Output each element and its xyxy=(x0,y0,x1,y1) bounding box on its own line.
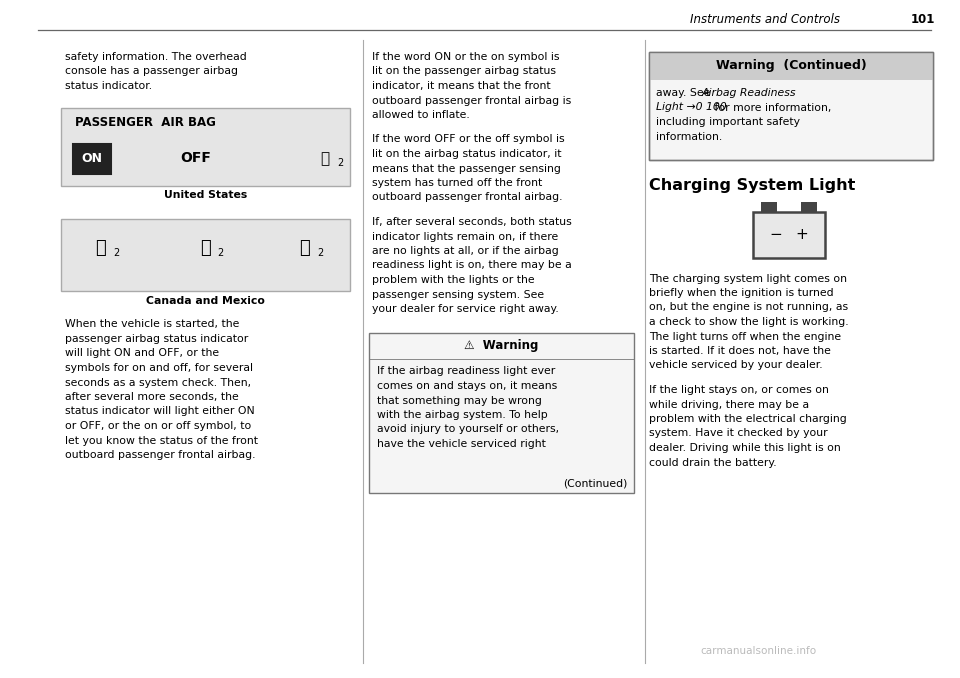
Text: system has turned off the front: system has turned off the front xyxy=(372,178,542,188)
Text: Canada and Mexico: Canada and Mexico xyxy=(146,296,265,306)
Text: If the light stays on, or comes on: If the light stays on, or comes on xyxy=(649,385,828,395)
Text: seconds as a system check. Then,: seconds as a system check. Then, xyxy=(65,378,252,388)
Text: including important safety: including important safety xyxy=(656,117,800,127)
Text: that something may be wrong: that something may be wrong xyxy=(377,395,541,405)
Text: lit on the passenger airbag status: lit on the passenger airbag status xyxy=(372,66,556,77)
Text: United States: United States xyxy=(164,191,247,201)
Text: passenger sensing system. See: passenger sensing system. See xyxy=(372,290,544,300)
Text: 2: 2 xyxy=(317,247,324,258)
Text: lit on the airbag status indicator, it: lit on the airbag status indicator, it xyxy=(372,149,562,159)
Text: Airbag Readiness: Airbag Readiness xyxy=(702,88,797,98)
Text: outboard passenger frontal airbag.: outboard passenger frontal airbag. xyxy=(372,193,563,203)
Text: ⛹: ⛹ xyxy=(321,151,329,166)
Text: ⛹: ⛹ xyxy=(96,239,107,258)
Text: Warning  (Continued): Warning (Continued) xyxy=(715,60,866,73)
Text: 101: 101 xyxy=(911,13,935,26)
Text: Light →0 100: Light →0 100 xyxy=(656,102,727,113)
Text: or OFF, or the on or off symbol, to: or OFF, or the on or off symbol, to xyxy=(65,421,252,431)
Bar xyxy=(753,212,825,258)
Text: passenger airbag status indicator: passenger airbag status indicator xyxy=(65,334,249,344)
Text: on, but the engine is not running, as: on, but the engine is not running, as xyxy=(649,302,848,313)
Text: are no lights at all, or if the airbag: are no lights at all, or if the airbag xyxy=(372,246,559,256)
Bar xyxy=(649,52,933,80)
Text: OFF: OFF xyxy=(180,151,211,165)
Text: ⛹: ⛹ xyxy=(200,239,211,258)
Text: symbols for on and off, for several: symbols for on and off, for several xyxy=(65,363,253,373)
Text: When the vehicle is started, the: When the vehicle is started, the xyxy=(65,319,239,330)
Text: briefly when the ignition is turned: briefly when the ignition is turned xyxy=(649,288,833,298)
Text: ON: ON xyxy=(82,152,103,165)
Text: −: − xyxy=(770,227,782,242)
Text: Instruments and Controls: Instruments and Controls xyxy=(690,13,840,26)
Text: problem with the electrical charging: problem with the electrical charging xyxy=(649,414,847,424)
Text: indicator, it means that the front: indicator, it means that the front xyxy=(372,81,551,91)
Text: (Continued): (Continued) xyxy=(564,479,628,489)
Bar xyxy=(369,332,634,492)
Text: away. See: away. See xyxy=(656,88,714,98)
Bar xyxy=(61,218,350,290)
Text: problem with the lights or the: problem with the lights or the xyxy=(372,275,535,285)
Bar xyxy=(761,201,777,212)
Text: let you know the status of the front: let you know the status of the front xyxy=(65,435,258,445)
Text: 2: 2 xyxy=(337,159,343,169)
Text: for more information,: for more information, xyxy=(711,102,831,113)
Text: will light ON and OFF, or the: will light ON and OFF, or the xyxy=(65,348,219,359)
Text: indicator lights remain on, if there: indicator lights remain on, if there xyxy=(372,231,559,241)
Text: ⛹: ⛹ xyxy=(300,239,310,258)
Text: allowed to inflate.: allowed to inflate. xyxy=(372,110,469,120)
Text: +: + xyxy=(796,227,808,242)
Text: means that the passenger sensing: means that the passenger sensing xyxy=(372,163,561,174)
Text: a check to show the light is working.: a check to show the light is working. xyxy=(649,317,849,327)
Text: information.: information. xyxy=(656,132,722,142)
Text: console has a passenger airbag: console has a passenger airbag xyxy=(65,66,238,77)
Text: PASSENGER  AIR BAG: PASSENGER AIR BAG xyxy=(75,115,216,129)
Text: If the word OFF or the off symbol is: If the word OFF or the off symbol is xyxy=(372,134,564,144)
Bar xyxy=(649,52,933,160)
Text: readiness light is on, there may be a: readiness light is on, there may be a xyxy=(372,260,572,271)
Text: If, after several seconds, both status: If, after several seconds, both status xyxy=(372,217,572,227)
Bar xyxy=(801,201,817,212)
Text: 2: 2 xyxy=(217,247,224,258)
Bar xyxy=(649,52,933,160)
Text: safety information. The overhead: safety information. The overhead xyxy=(65,52,247,62)
Text: avoid injury to yourself or others,: avoid injury to yourself or others, xyxy=(377,424,559,435)
Text: The light turns off when the engine: The light turns off when the engine xyxy=(649,332,841,342)
Text: The charging system light comes on: The charging system light comes on xyxy=(649,273,847,283)
Text: your dealer for service right away.: your dealer for service right away. xyxy=(372,304,559,314)
Text: while driving, there may be a: while driving, there may be a xyxy=(649,399,809,410)
Text: carmanualsonline.info: carmanualsonline.info xyxy=(700,646,816,656)
Text: If the word ON or the on symbol is: If the word ON or the on symbol is xyxy=(372,52,560,62)
Bar xyxy=(73,144,111,174)
Text: could drain the battery.: could drain the battery. xyxy=(649,458,777,468)
Text: dealer. Driving while this light is on: dealer. Driving while this light is on xyxy=(649,443,841,453)
Text: have the vehicle serviced right: have the vehicle serviced right xyxy=(377,439,546,449)
Text: status indicator.: status indicator. xyxy=(65,81,152,91)
Bar xyxy=(61,108,350,186)
Text: 2: 2 xyxy=(113,247,119,258)
Text: If the airbag readiness light ever: If the airbag readiness light ever xyxy=(377,367,555,376)
Text: outboard passenger frontal airbag is: outboard passenger frontal airbag is xyxy=(372,96,571,106)
Text: system. Have it checked by your: system. Have it checked by your xyxy=(649,428,828,439)
Text: with the airbag system. To help: with the airbag system. To help xyxy=(377,410,548,420)
Text: after several more seconds, the: after several more seconds, the xyxy=(65,392,239,402)
Text: vehicle serviced by your dealer.: vehicle serviced by your dealer. xyxy=(649,361,823,370)
Text: outboard passenger frontal airbag.: outboard passenger frontal airbag. xyxy=(65,450,255,460)
Text: status indicator will light either ON: status indicator will light either ON xyxy=(65,407,254,416)
Text: is started. If it does not, have the: is started. If it does not, have the xyxy=(649,346,830,356)
Text: comes on and stays on, it means: comes on and stays on, it means xyxy=(377,381,557,391)
Text: ⚠  Warning: ⚠ Warning xyxy=(465,338,539,351)
Text: Charging System Light: Charging System Light xyxy=(649,178,855,193)
